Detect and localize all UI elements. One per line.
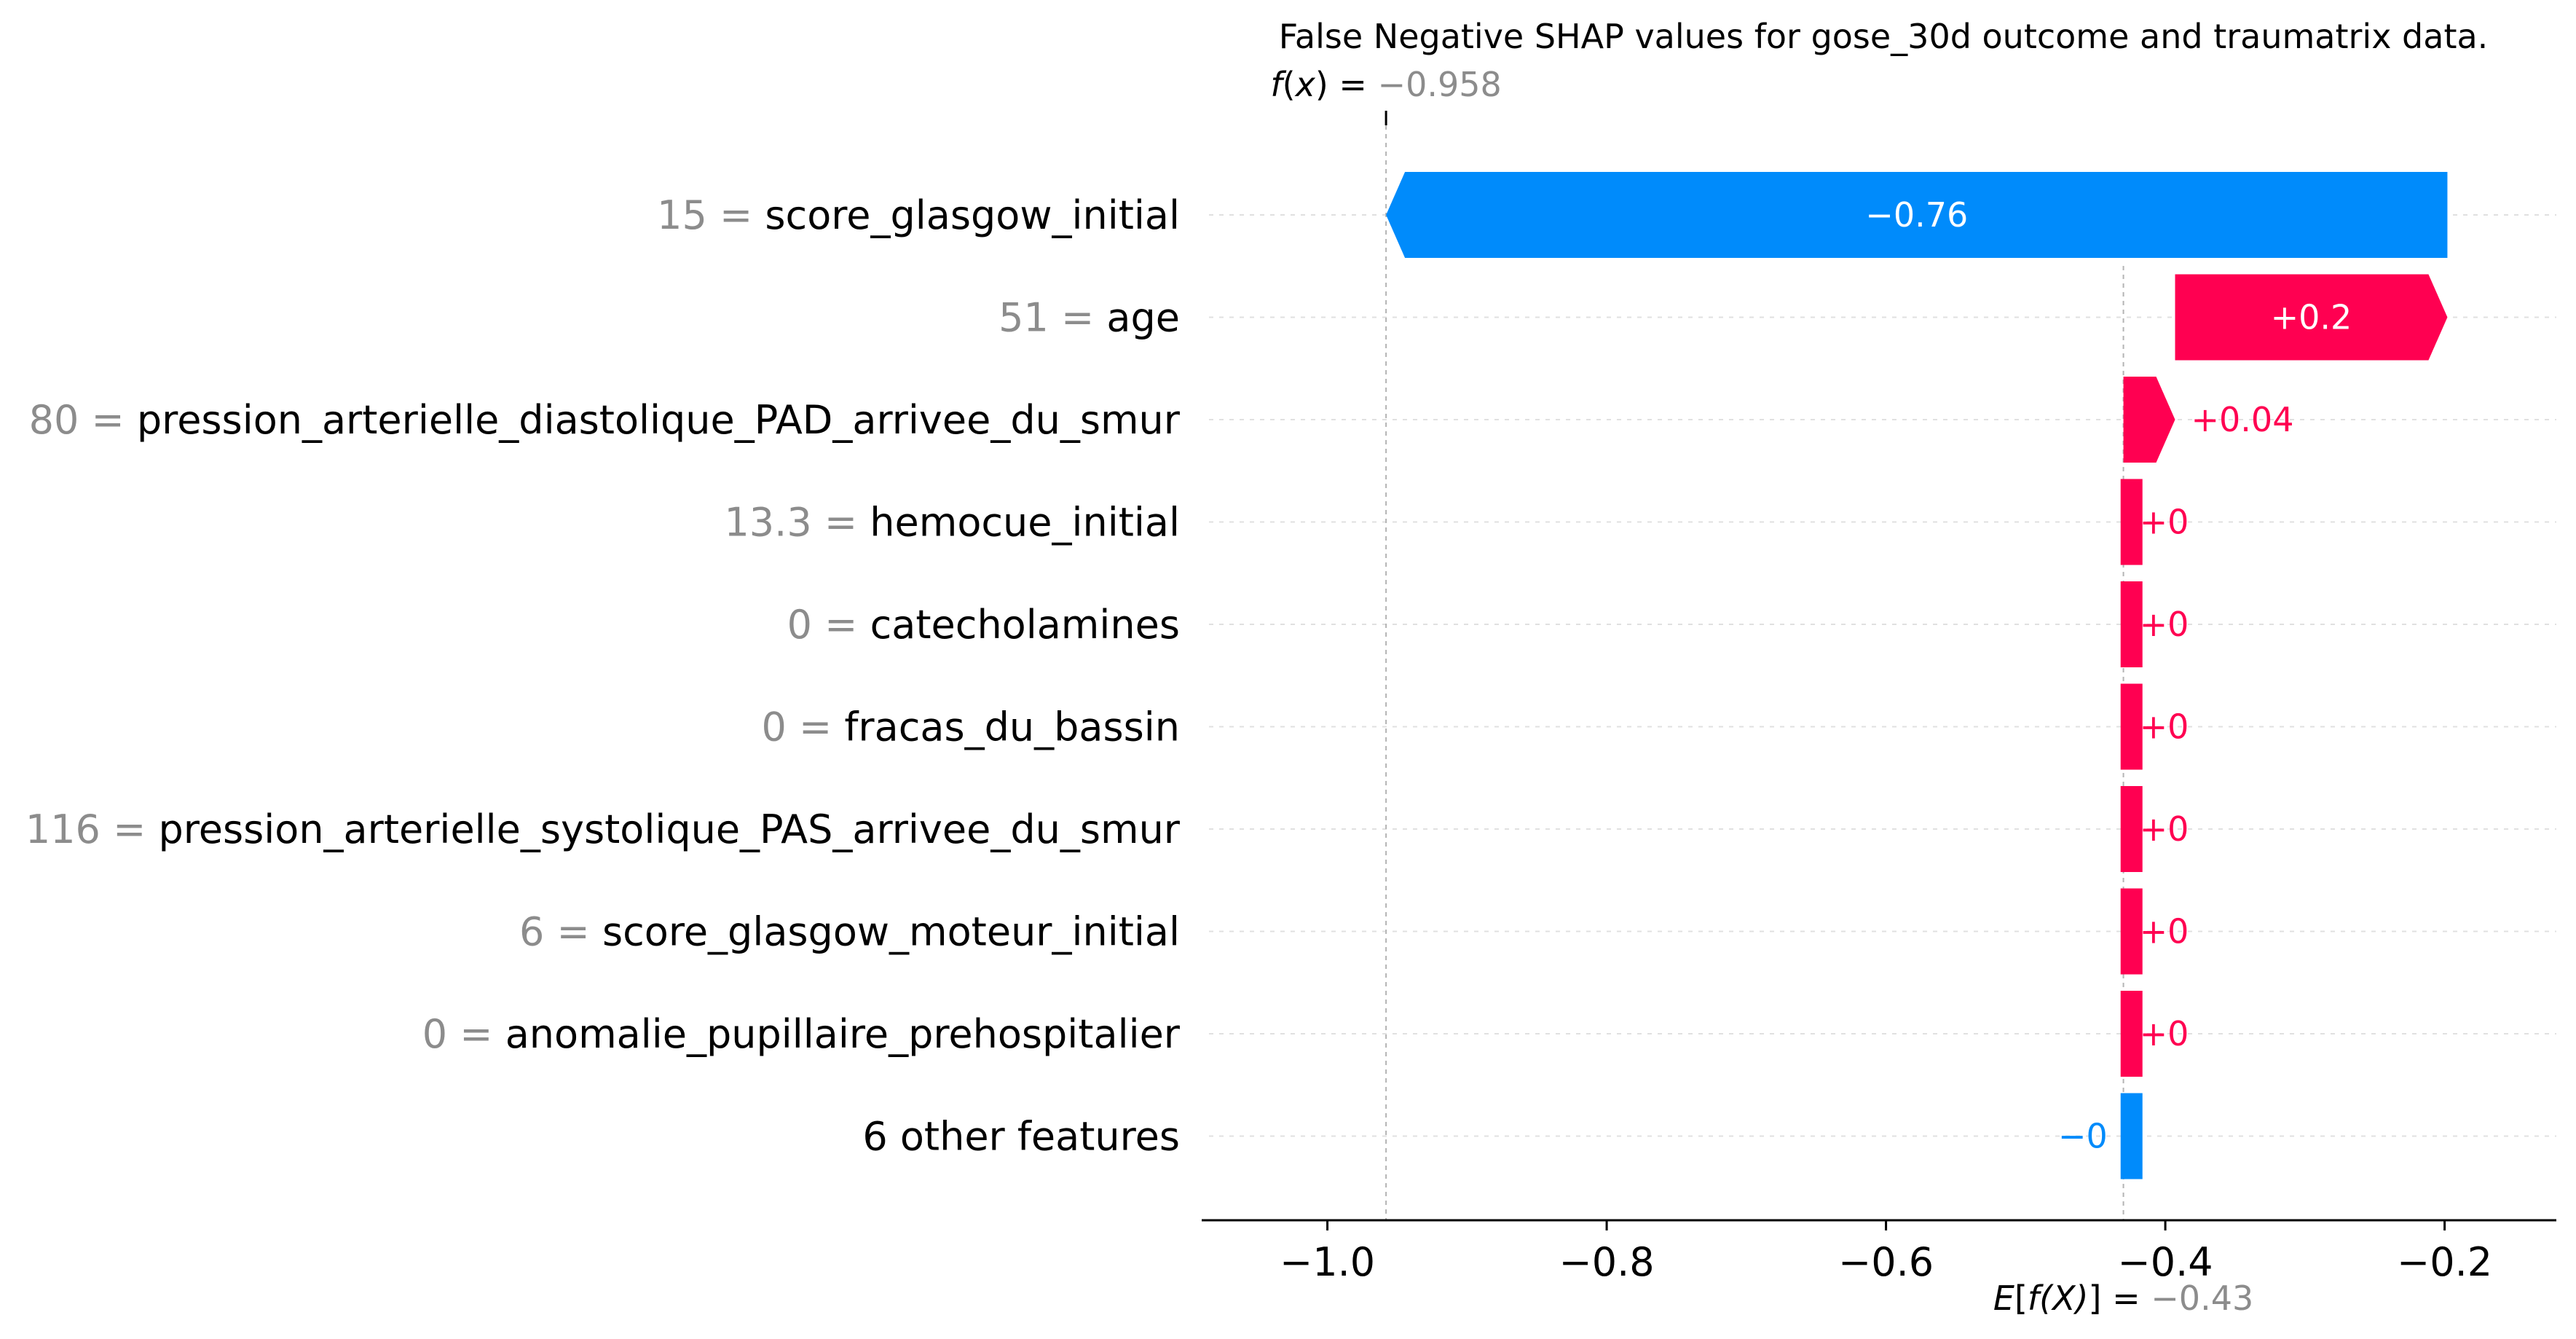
bar-value-label: +0	[2140, 809, 2189, 849]
feature-label: 6 = score_glasgow_moteur_initial	[519, 909, 1180, 955]
bar-value-label: +0.2	[2271, 298, 2352, 337]
bar-7	[2120, 786, 2143, 872]
bar-4	[2120, 479, 2143, 565]
expected-value-label: E[f(X)] = −0.43	[1993, 1279, 2253, 1318]
x-tick-label: −0.6	[1838, 1239, 1934, 1285]
feature-label: 15 = score_glasgow_initial	[657, 192, 1180, 238]
feature-label: 80 = pression_arterielle_diastolique_PAD…	[29, 397, 1181, 443]
chart-title: False Negative SHAP values for gose_30d …	[1279, 17, 2489, 56]
bar-value-label: +0	[2140, 503, 2189, 542]
feature-label: 13.3 = hemocue_initial	[724, 500, 1180, 546]
feature-label: 51 = age	[999, 295, 1180, 341]
x-tick-label: −0.4	[2118, 1239, 2213, 1285]
bar-3	[2123, 377, 2175, 463]
bar-8	[2120, 888, 2143, 975]
bar-value-label: +0	[2140, 1014, 2189, 1053]
bar-value-label: +0.04	[2191, 400, 2294, 439]
bar-value-label: +0	[2140, 605, 2189, 644]
bar-value-label: −0.76	[1865, 195, 1968, 235]
bar-6	[2120, 683, 2143, 770]
bar-10	[2120, 1093, 2143, 1179]
feature-label: 0 = fracas_du_bassin	[761, 704, 1180, 750]
bar-2	[2175, 274, 2448, 361]
bar-value-label: +0	[2140, 912, 2189, 951]
feature-label: 6 other features	[862, 1114, 1180, 1160]
fx-label: f(x) = −0.958	[1270, 65, 1501, 104]
bar-value-label: −0	[2058, 1117, 2108, 1156]
x-tick-label: −0.2	[2397, 1239, 2492, 1285]
x-tick-label: −0.8	[1559, 1239, 1655, 1285]
bar-9	[2120, 991, 2143, 1077]
feature-label: 116 = pression_arterielle_systolique_PAS…	[25, 806, 1181, 852]
x-tick-label: −1.0	[1280, 1239, 1375, 1285]
feature-label: 0 = anomalie_pupillaire_prehospitalier	[422, 1011, 1181, 1057]
bar-1	[1386, 172, 2448, 258]
feature-label: 0 = catecholamines	[787, 602, 1180, 648]
bar-value-label: +0	[2140, 707, 2189, 747]
bar-5	[2120, 581, 2143, 667]
